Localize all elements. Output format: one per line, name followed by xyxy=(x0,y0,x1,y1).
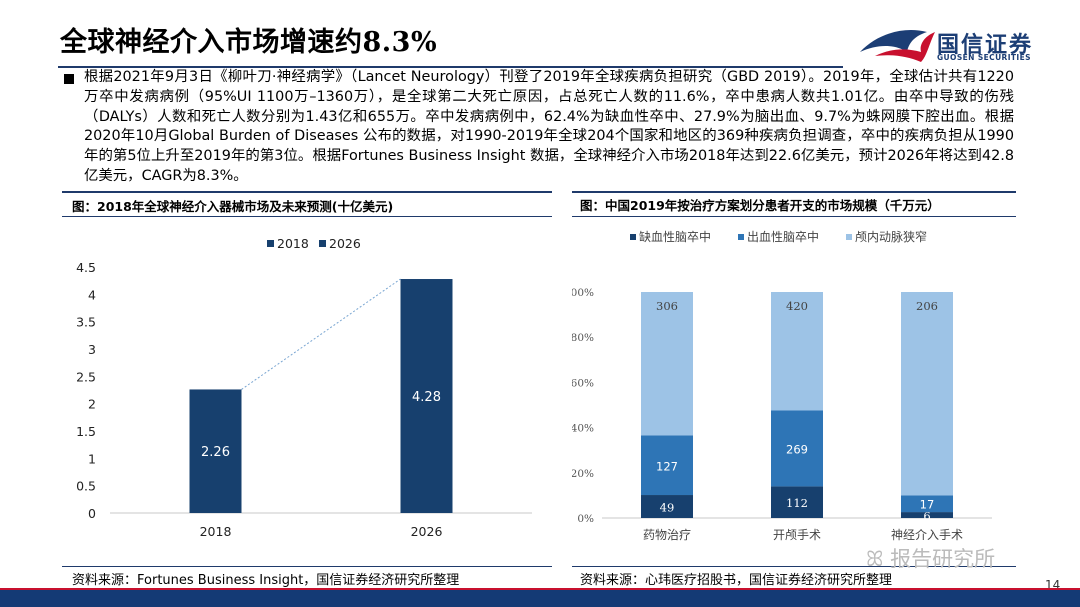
left-legend-label: 2018 xyxy=(277,236,309,251)
right-panel-bottom-rule xyxy=(572,566,1016,567)
right-bar-segment xyxy=(641,292,693,436)
right-bar-segment xyxy=(771,486,823,518)
right-panel-source: 资料来源：心玮医疗招股书，国信证券经济研究所整理 xyxy=(580,573,893,588)
right-x-tick-label: 药物治疗 xyxy=(643,528,691,542)
right-panel-title: 图：中国2019年按治疗方案划分患者开支的市场规模（千万元） xyxy=(580,198,940,213)
logo-text-cn: 国信证券 xyxy=(937,33,1034,58)
watermark-text: 报告研究所 xyxy=(890,547,996,571)
right-legend-swatch xyxy=(630,234,636,240)
right-chart: 缺血性脑卒中 出血性脑卒中 颅内动脉狭窄 0% 20% 40% 60% 80% 100% 药物治… xyxy=(572,229,992,542)
right-bar-segment xyxy=(901,495,953,513)
right-bar-value-label: 49 xyxy=(660,501,675,515)
left-y-tick-label: 2.5 xyxy=(76,369,96,384)
right-y-tick-label: 20% xyxy=(572,468,594,480)
right-bar-value-label: 206 xyxy=(916,299,938,313)
logo-text-en: GUOSEN SECURITIES xyxy=(937,53,1031,62)
page-title-text: 全球神经介入市场增速约 xyxy=(60,27,363,58)
right-bar-value-label: 17 xyxy=(920,498,935,512)
bullet-square-icon xyxy=(64,74,74,84)
left-panel-top-rule xyxy=(62,191,552,193)
left-bar xyxy=(400,279,453,513)
right-bar-segment xyxy=(771,410,823,487)
right-y-tick-label: 100% xyxy=(572,287,594,299)
wechat-icon: ꕤ xyxy=(866,547,884,571)
page-title-number: 8.3% xyxy=(362,27,438,58)
footer-accent-bar xyxy=(0,588,1080,590)
left-bar-value-label: 4.28 xyxy=(412,390,441,405)
right-bar-segment xyxy=(901,512,953,518)
left-panel-title: 图：2018年全球神经介入器械市场及未来预测(十亿美元) xyxy=(72,199,394,214)
right-y-tick-label: 60% xyxy=(572,377,594,389)
left-chart: 2018 2026 0 0.5 1 1.5 2 2.5 3 3.5 4 4.5 2018 2026 2.… xyxy=(76,236,532,539)
left-y-tick-label: 1 xyxy=(88,451,96,466)
footer-bar xyxy=(0,590,1080,607)
right-bar-segment xyxy=(771,292,823,411)
right-x-tick-label: 开颅手术 xyxy=(773,528,821,542)
left-legend-label: 2026 xyxy=(329,236,361,251)
right-y-tick-label: 40% xyxy=(572,423,594,435)
left-panel-title-rule xyxy=(62,216,552,217)
body-paragraph: 根据2021年9月3日《柳叶刀·神经病学》（Lancet Neurology）刊… xyxy=(84,69,1014,184)
right-panel-top-rule xyxy=(572,191,1016,193)
left-legend-swatch xyxy=(267,240,274,247)
left-y-tick-label: 0.5 xyxy=(76,479,96,494)
left-y-tick-label: 2 xyxy=(88,397,96,412)
right-legend-label: 颅内动脉狭窄 xyxy=(855,229,927,244)
title-divider xyxy=(58,66,843,68)
left-y-tick-label: 4.5 xyxy=(76,260,96,275)
right-legend-label: 缺血性脑卒中 xyxy=(639,229,711,244)
right-bar-segment xyxy=(641,495,693,518)
right-legend-swatch xyxy=(846,234,852,240)
left-y-tick-label: 3.5 xyxy=(76,315,96,330)
right-bar-value-label: 306 xyxy=(656,299,678,313)
left-x-tick-label: 2026 xyxy=(411,524,443,539)
right-bar-value-label: 6 xyxy=(923,509,930,523)
left-bar xyxy=(189,389,242,513)
left-legend-swatch xyxy=(319,240,326,247)
left-trend-line xyxy=(241,278,401,390)
watermark: ꕤ 报告研究所 xyxy=(866,543,995,573)
right-y-tick-label: 0% xyxy=(577,513,594,525)
right-bar-value-label: 269 xyxy=(786,442,808,456)
right-y-tick-label: 80% xyxy=(572,332,594,344)
left-y-tick-label: 0 xyxy=(88,506,96,521)
left-panel-source: 资料来源：Fortunes Business Insight，国信证券经济研究所… xyxy=(72,573,460,588)
left-y-tick-label: 3 xyxy=(88,342,96,357)
left-panel-bottom-rule xyxy=(62,566,552,567)
right-panel-title-rule xyxy=(572,216,1016,217)
left-x-tick-label: 2018 xyxy=(200,524,232,539)
page-title: 全球神经介入市场增速约8.3% xyxy=(60,20,437,59)
right-bar-segment xyxy=(641,435,693,496)
left-y-tick-label: 1.5 xyxy=(76,424,96,439)
right-legend-label: 出血性脑卒中 xyxy=(747,229,819,244)
guosen-logo-icon xyxy=(860,30,935,62)
left-y-tick-label: 4 xyxy=(88,287,96,302)
right-bar-value-label: 420 xyxy=(786,299,808,313)
right-legend-swatch xyxy=(738,234,744,240)
right-bar-value-label: 112 xyxy=(786,496,808,510)
right-bar-segment xyxy=(901,292,953,496)
right-x-tick-label: 神经介入手术 xyxy=(891,528,963,542)
right-bar-value-label: 127 xyxy=(656,459,678,473)
left-bar-value-label: 2.26 xyxy=(201,445,230,460)
